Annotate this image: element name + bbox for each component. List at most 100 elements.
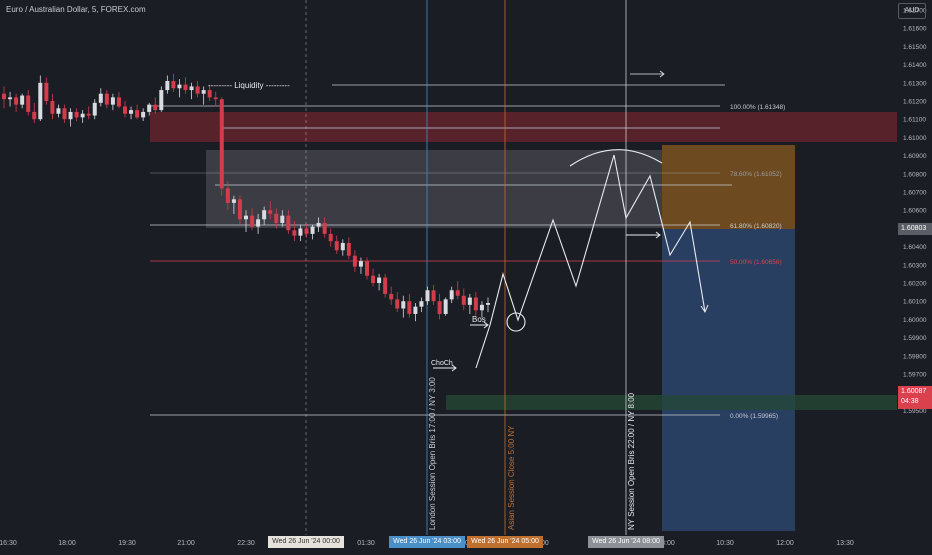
- candle-body[interactable]: [207, 90, 212, 98]
- candle-body[interactable]: [80, 113, 85, 118]
- candle-body[interactable]: [195, 86, 200, 94]
- time-axis[interactable]: [0, 535, 932, 550]
- candle-body[interactable]: [401, 301, 406, 309]
- candle-body[interactable]: [256, 219, 261, 227]
- candle-body[interactable]: [467, 297, 472, 305]
- candle-body[interactable]: [20, 95, 25, 105]
- candle-body[interactable]: [244, 215, 248, 220]
- price-tick: 1.61200: [903, 99, 927, 106]
- candle-body[interactable]: [346, 242, 351, 256]
- projection-path[interactable]: [475, 154, 706, 369]
- candle-body[interactable]: [310, 226, 315, 234]
- candle-body[interactable]: [328, 233, 333, 242]
- candle-body[interactable]: [219, 99, 224, 189]
- candle-body[interactable]: [135, 110, 140, 118]
- candle-body[interactable]: [486, 303, 490, 305]
- arc-annotation[interactable]: [569, 149, 663, 167]
- candle-body[interactable]: [383, 277, 388, 294]
- candle-body[interactable]: [371, 275, 376, 283]
- candle-body[interactable]: [68, 111, 73, 120]
- candle-body[interactable]: [2, 93, 6, 100]
- candle-body[interactable]: [129, 110, 134, 114]
- candle-body[interactable]: [298, 228, 303, 236]
- candle-body[interactable]: [231, 199, 236, 203]
- candle-body[interactable]: [56, 108, 61, 114]
- candle-body[interactable]: [352, 255, 357, 267]
- candle-body[interactable]: [425, 290, 430, 302]
- candle-body[interactable]: [437, 301, 442, 314]
- candle-body[interactable]: [159, 90, 164, 111]
- candle-body[interactable]: [274, 213, 279, 223]
- candlestick-series[interactable]: [2, 73, 490, 322]
- candle-body[interactable]: [365, 261, 369, 276]
- candle-body[interactable]: [479, 304, 484, 311]
- candle-body[interactable]: [358, 261, 363, 267]
- candle-body[interactable]: [213, 97, 218, 100]
- candle-body[interactable]: [340, 242, 345, 251]
- candle-body[interactable]: [92, 102, 97, 116]
- time-badge-london: Wed 26 Jun '24 03:00: [389, 536, 465, 548]
- candle-body[interactable]: [171, 80, 176, 89]
- candle-body[interactable]: [104, 93, 109, 105]
- candle-body[interactable]: [110, 97, 115, 105]
- candle-body[interactable]: [44, 82, 49, 101]
- candle-body[interactable]: [443, 299, 448, 314]
- candle-body[interactable]: [237, 199, 242, 220]
- candle-body[interactable]: [407, 301, 412, 314]
- candle-body[interactable]: [431, 290, 436, 302]
- candle-body[interactable]: [141, 111, 146, 118]
- candle-body[interactable]: [50, 101, 55, 114]
- candle-body[interactable]: [123, 106, 127, 114]
- candle-body[interactable]: [98, 93, 103, 103]
- candle-body[interactable]: [389, 293, 394, 300]
- candle-body[interactable]: [26, 95, 31, 112]
- candle-body[interactable]: [449, 290, 454, 300]
- candle-body[interactable]: [116, 97, 121, 107]
- candle-countdown: 04:38: [901, 398, 919, 405]
- candle-body[interactable]: [38, 82, 43, 120]
- candle-body[interactable]: [304, 228, 309, 234]
- time-tick: 01:30: [357, 540, 375, 547]
- candle-body[interactable]: [14, 97, 19, 105]
- candle-body[interactable]: [189, 86, 194, 91]
- candle-body[interactable]: [201, 90, 206, 94]
- circle-annotation[interactable]: [506, 312, 526, 332]
- candle-body[interactable]: [286, 215, 291, 231]
- candle-body[interactable]: [86, 113, 91, 116]
- fib-0-label: 0.00% (1.59965): [730, 413, 778, 420]
- candle-body[interactable]: [183, 84, 188, 91]
- candle-body[interactable]: [455, 290, 460, 296]
- candle-body[interactable]: [461, 295, 466, 305]
- candle-body[interactable]: [153, 104, 158, 111]
- candle-body[interactable]: [316, 222, 321, 227]
- candle-body[interactable]: [147, 104, 152, 112]
- price-axis-ticks: 1.61700 1.61600 1.61500 1.61400 1.61300 1.612…: [903, 8, 927, 415]
- price-tick: 1.59500: [903, 408, 927, 415]
- candle-body[interactable]: [280, 215, 285, 223]
- candle-body[interactable]: [292, 230, 297, 236]
- candle-body[interactable]: [268, 210, 273, 214]
- candle-body[interactable]: [419, 301, 424, 307]
- candle-body[interactable]: [8, 97, 13, 100]
- candle-body[interactable]: [395, 299, 400, 309]
- candle-body[interactable]: [250, 215, 255, 227]
- candle-body[interactable]: [377, 277, 382, 283]
- candle-body[interactable]: [334, 241, 339, 251]
- time-badge-asian: Wed 26 Jun '24 05:00: [467, 536, 543, 548]
- currency-button[interactable]: AUD: [898, 3, 926, 19]
- time-badge-ny: Wed 26 Jun '24 08:00: [588, 536, 664, 548]
- price-axis[interactable]: [897, 0, 932, 535]
- candle-body[interactable]: [74, 111, 79, 118]
- candle-body[interactable]: [177, 84, 182, 89]
- candle-body[interactable]: [473, 297, 478, 311]
- candle-body[interactable]: [413, 306, 418, 314]
- candle-body[interactable]: [165, 80, 170, 91]
- candle-body[interactable]: [262, 210, 267, 220]
- price-tick: 1.61500: [903, 44, 927, 51]
- candle-body[interactable]: [32, 111, 37, 120]
- candle-body[interactable]: [225, 188, 230, 203]
- candle-body[interactable]: [322, 222, 327, 234]
- candle-body[interactable]: [62, 108, 67, 120]
